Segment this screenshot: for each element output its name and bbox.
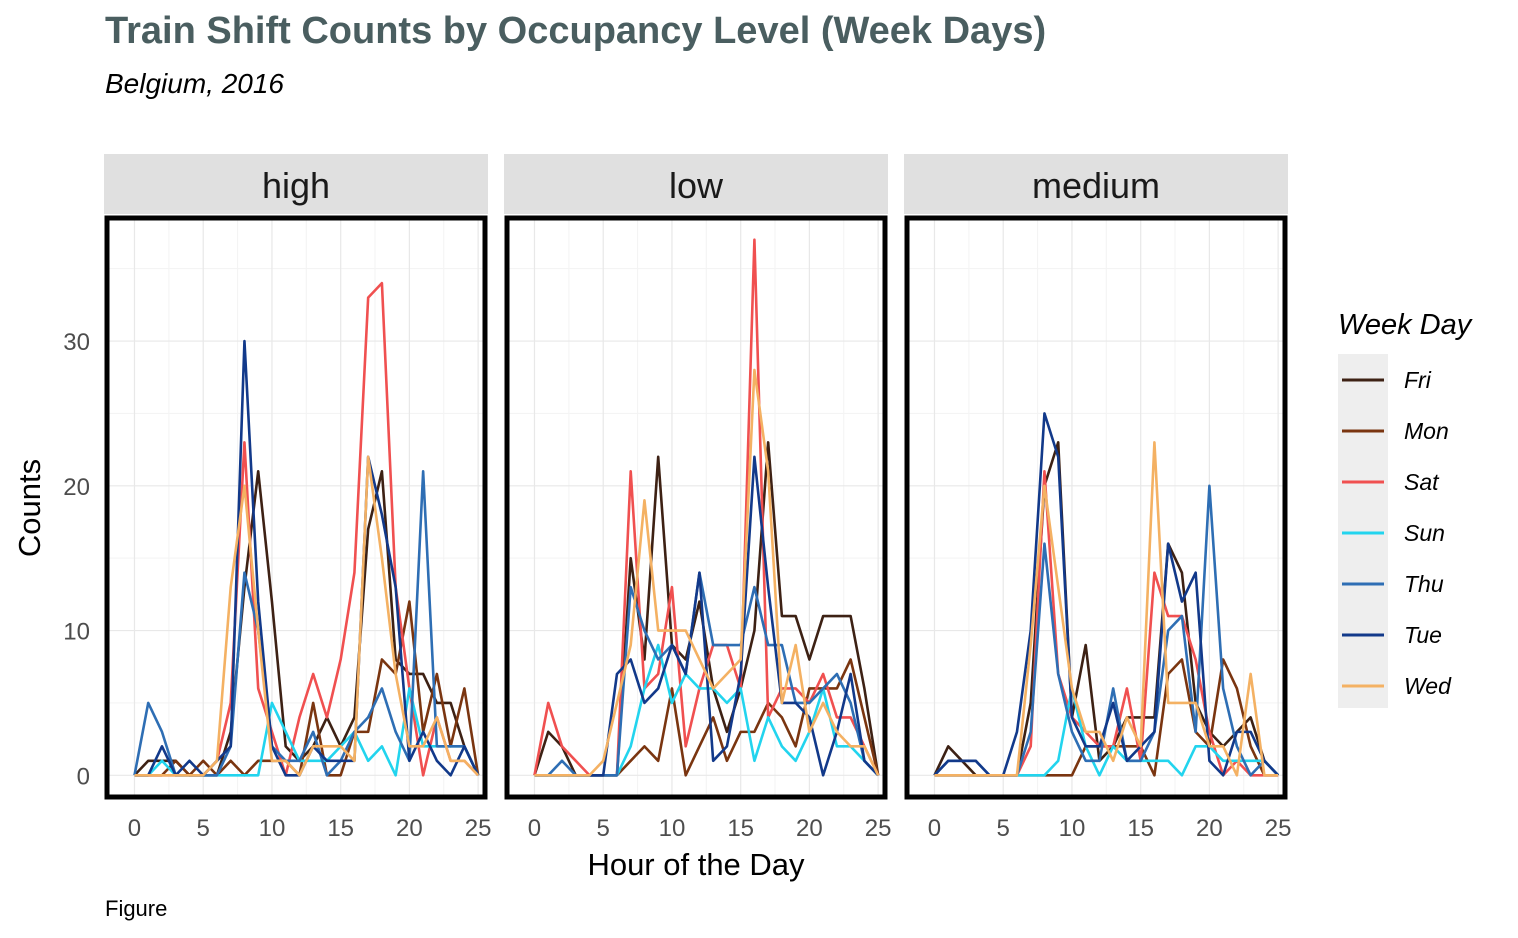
x-tick-label: 25 — [465, 815, 492, 842]
y-tick-label: 0 — [77, 763, 90, 790]
x-tick-label: 25 — [1265, 815, 1292, 842]
strip-label: medium — [1032, 165, 1160, 206]
panel-high: high 0 5 10 15 20 25 — [104, 154, 491, 842]
x-tick-label: 20 — [796, 815, 823, 842]
series-line-mon — [134, 600, 480, 777]
panel-border — [104, 215, 488, 800]
legend-label-fri: Fri — [1404, 367, 1432, 393]
panel-medium: medium 0 5 10 15 20 25 — [904, 154, 1291, 842]
legend-label-sat: Sat — [1404, 469, 1440, 495]
y-axis-label: Counts — [12, 459, 47, 557]
x-tick-label: 10 — [259, 815, 286, 842]
x-tick-label: 5 — [597, 815, 610, 842]
strip-label: high — [262, 165, 330, 206]
legend-label-mon: Mon — [1404, 418, 1449, 444]
x-tick-label: 0 — [528, 815, 541, 842]
x-tick-label: 15 — [327, 815, 354, 842]
chart-caption: Figure — [105, 896, 168, 921]
panel-low: low 0 5 10 15 20 25 — [504, 154, 891, 842]
x-tick-label: 5 — [997, 815, 1010, 842]
x-tick-label: 20 — [396, 815, 423, 842]
series-line-wed — [534, 368, 880, 777]
x-tick-label: 0 — [928, 815, 941, 842]
y-tick-label: 10 — [63, 619, 90, 646]
strip-low — [504, 154, 888, 214]
x-tick-label: 15 — [1127, 815, 1154, 842]
x-tick-label: 0 — [128, 815, 141, 842]
panel-border — [504, 215, 888, 800]
strip-medium — [904, 154, 1288, 214]
y-tick-label: 30 — [63, 329, 90, 356]
y-tick-label: 20 — [63, 474, 90, 501]
strip-high — [104, 154, 488, 214]
legend-key-background — [1338, 354, 1388, 708]
legend-title: Week Day — [1338, 309, 1473, 341]
x-tick-label: 20 — [1196, 815, 1223, 842]
legend-label-thu: Thu — [1404, 571, 1444, 597]
x-tick-label: 10 — [659, 815, 686, 842]
chart-title: Train Shift Counts by Occupancy Level (W… — [105, 10, 1047, 52]
legend-label-wed: Wed — [1404, 673, 1452, 699]
legend-label-tue: Tue — [1404, 622, 1442, 648]
panel-border — [904, 215, 1288, 800]
x-tick-label: 25 — [865, 815, 892, 842]
series-line-wed — [934, 441, 1279, 777]
strip-label: low — [669, 165, 724, 206]
x-axis-label: Hour of the Day — [587, 847, 805, 882]
x-tick-label: 5 — [197, 815, 210, 842]
series-line-wed — [134, 455, 480, 777]
x-tick-label: 15 — [727, 815, 754, 842]
chart-subtitle: Belgium, 2016 — [105, 68, 285, 99]
legend-label-sun: Sun — [1404, 520, 1445, 546]
series-line-tue — [534, 455, 880, 777]
x-tick-label: 10 — [1059, 815, 1086, 842]
